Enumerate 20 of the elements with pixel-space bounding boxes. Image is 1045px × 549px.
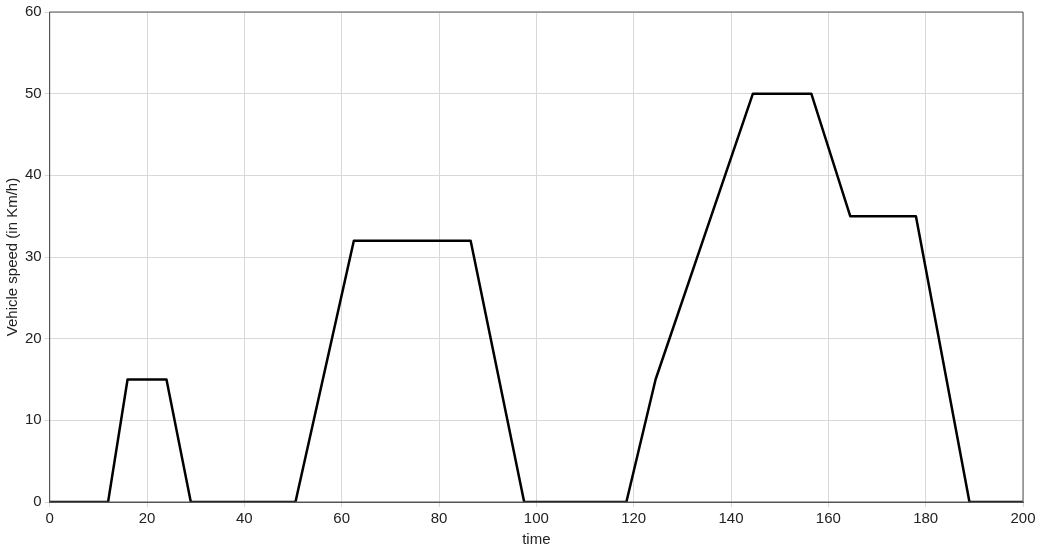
y-tick-label: 0 (33, 492, 42, 510)
x-tick-label: 0 (45, 509, 54, 527)
y-tick-label: 60 (25, 2, 42, 20)
y-tick-label: 30 (25, 247, 42, 265)
x-tick-label: 200 (1010, 509, 1036, 527)
y-tick-label: 40 (25, 165, 42, 183)
x-tick-label: 80 (430, 509, 448, 527)
y-tick-label: 50 (25, 83, 42, 101)
x-tick-label: 140 (718, 509, 744, 527)
x-axis-title: time (522, 530, 551, 548)
x-tick-label: 20 (138, 509, 156, 527)
x-tick-label: 180 (913, 509, 939, 527)
x-tick-label: 100 (523, 509, 549, 527)
y-tick-label: 10 (25, 410, 42, 428)
x-tick-label: 60 (333, 509, 351, 527)
y-axis-title: Vehicle speed (in Km/h) (3, 177, 21, 337)
y-tick-label: 20 (25, 328, 42, 346)
x-tick-label: 160 (815, 509, 841, 527)
x-tick-label: 120 (621, 509, 647, 527)
x-tick-label: 40 (236, 509, 253, 527)
